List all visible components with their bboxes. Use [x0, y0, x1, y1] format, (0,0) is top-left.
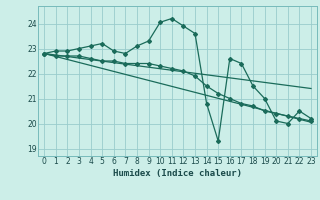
X-axis label: Humidex (Indice chaleur): Humidex (Indice chaleur) — [113, 169, 242, 178]
